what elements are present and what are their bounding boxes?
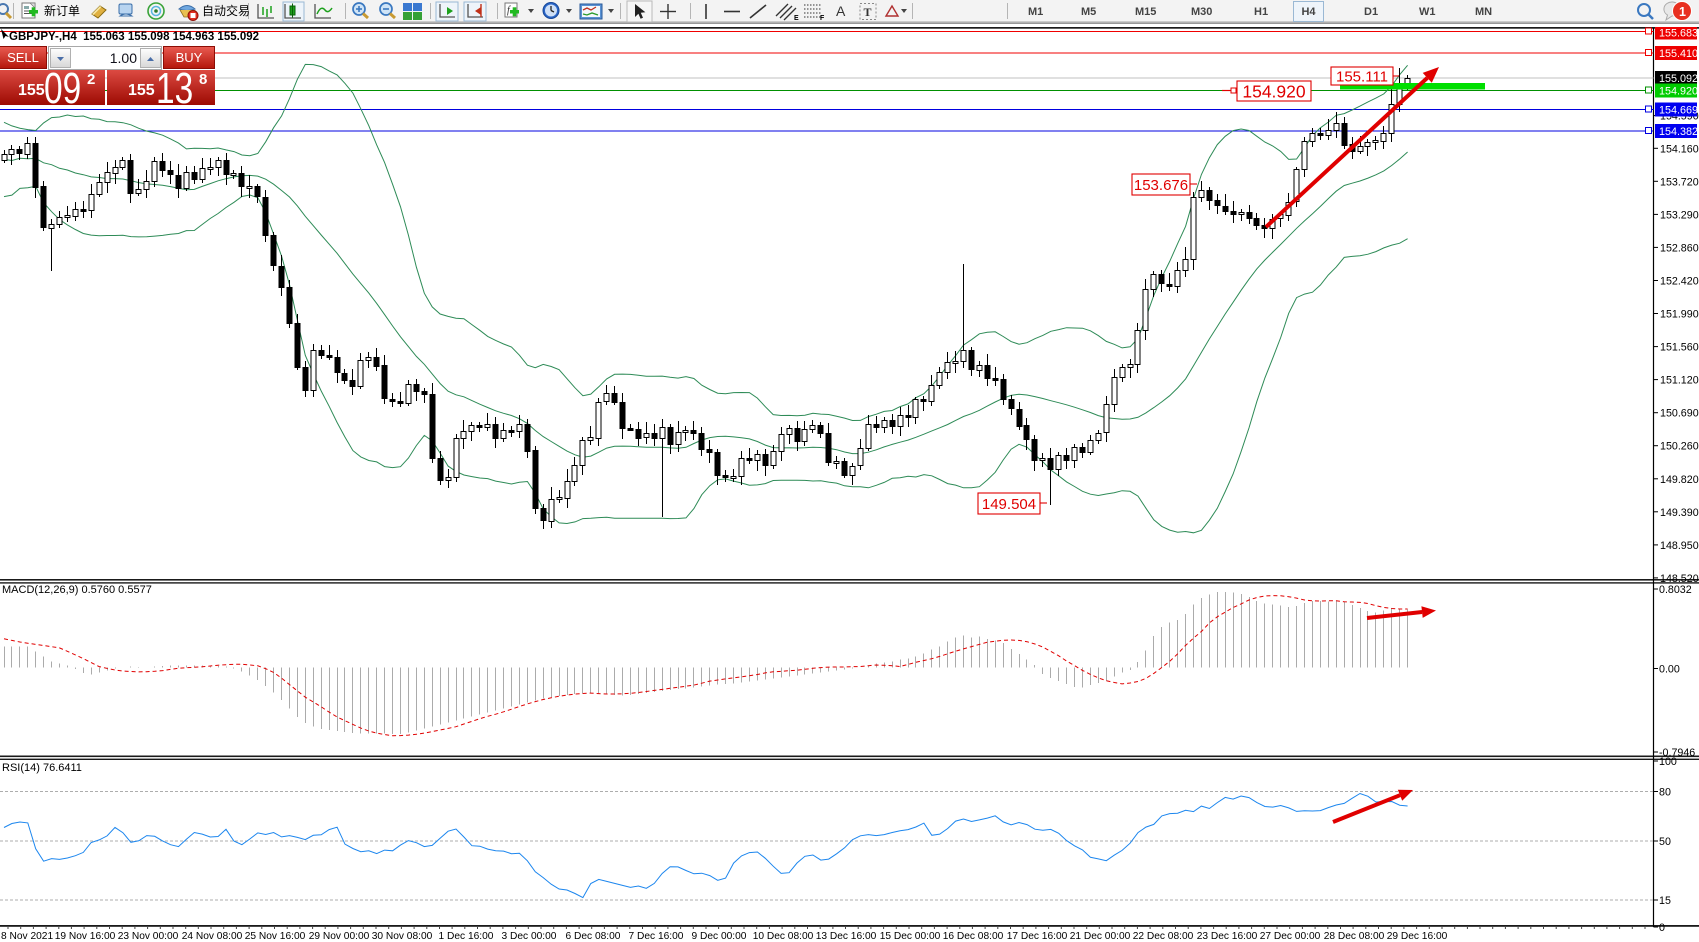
svg-text:13 Dec 16:00: 13 Dec 16:00 — [816, 931, 877, 942]
svg-text:30 Nov 08:00: 30 Nov 08:00 — [372, 931, 433, 942]
svg-text:7 Dec 16:00: 7 Dec 16:00 — [629, 931, 684, 942]
svg-text:新订单: 新订单 — [44, 3, 80, 18]
svg-text:149.390: 149.390 — [1660, 507, 1699, 519]
svg-text:28 Dec 08:00: 28 Dec 08:00 — [1324, 931, 1385, 942]
svg-text:F: F — [820, 15, 825, 22]
svg-text:151.990: 151.990 — [1660, 309, 1699, 321]
svg-text:153.676: 153.676 — [1134, 177, 1188, 194]
svg-text:8 Nov 2021: 8 Nov 2021 — [1, 931, 53, 942]
svg-text:152.420: 152.420 — [1660, 276, 1699, 288]
svg-text:21 Dec 00:00: 21 Dec 00:00 — [1070, 931, 1131, 942]
svg-text:154.920: 154.920 — [1659, 86, 1698, 98]
svg-text:154.920: 154.920 — [1242, 81, 1306, 101]
svg-text:3 Dec 00:00: 3 Dec 00:00 — [502, 931, 557, 942]
svg-text:153.720: 153.720 — [1660, 176, 1699, 188]
svg-text:151.560: 151.560 — [1660, 342, 1699, 354]
svg-text:A: A — [836, 3, 846, 19]
svg-text:自动交易: 自动交易 — [202, 3, 250, 18]
svg-text:154.669: 154.669 — [1659, 105, 1698, 117]
svg-text:6 Dec 08:00: 6 Dec 08:00 — [566, 931, 621, 942]
svg-text:15 Dec 00:00: 15 Dec 00:00 — [880, 931, 941, 942]
svg-text:23 Dec 16:00: 23 Dec 16:00 — [1197, 931, 1258, 942]
svg-text:24 Nov 08:00: 24 Nov 08:00 — [182, 931, 243, 942]
svg-text:50: 50 — [1659, 836, 1671, 848]
svg-text:17 Dec 16:00: 17 Dec 16:00 — [1007, 931, 1068, 942]
svg-text:150.690: 150.690 — [1660, 408, 1699, 420]
svg-text:16 Dec 08:00: 16 Dec 08:00 — [943, 931, 1004, 942]
svg-text:1: 1 — [1679, 5, 1686, 19]
svg-text:19 Nov 16:00: 19 Nov 16:00 — [55, 931, 116, 942]
svg-text:148.950: 148.950 — [1660, 540, 1699, 552]
svg-text:100: 100 — [1659, 756, 1677, 768]
svg-text:154.160: 154.160 — [1660, 143, 1699, 155]
svg-text:1 Dec 16:00: 1 Dec 16:00 — [439, 931, 494, 942]
svg-text:148.520: 148.520 — [1660, 573, 1699, 585]
svg-text:0.00: 0.00 — [1659, 664, 1680, 676]
svg-text:151.120: 151.120 — [1660, 375, 1699, 387]
svg-text:153.290: 153.290 — [1660, 209, 1699, 221]
svg-text:152.860: 152.860 — [1660, 242, 1699, 254]
svg-text:29 Nov 00:00: 29 Nov 00:00 — [309, 931, 370, 942]
svg-text:154.382: 154.382 — [1659, 126, 1698, 138]
svg-text:f: f — [507, 5, 511, 16]
svg-text:29 Dec 16:00: 29 Dec 16:00 — [1387, 931, 1448, 942]
svg-text:9 Dec 00:00: 9 Dec 00:00 — [692, 931, 747, 942]
svg-text:155.410: 155.410 — [1659, 48, 1698, 60]
svg-text:15: 15 — [1659, 895, 1671, 907]
svg-text:0: 0 — [1659, 922, 1665, 934]
svg-text:E: E — [794, 15, 799, 22]
svg-text:27 Dec 00:00: 27 Dec 00:00 — [1260, 931, 1321, 942]
svg-text:25 Nov 16:00: 25 Nov 16:00 — [245, 931, 306, 942]
svg-text:155.111: 155.111 — [1336, 68, 1388, 85]
svg-text:-0.7946: -0.7946 — [1659, 747, 1695, 759]
svg-text:GBPJPY-,H4 155.063 155.098 15: GBPJPY-,H4 155.063 155.098 154.963 155.0… — [9, 31, 259, 43]
svg-text:80: 80 — [1659, 787, 1671, 799]
svg-text:10 Dec 08:00: 10 Dec 08:00 — [753, 931, 814, 942]
svg-text:149.504: 149.504 — [982, 496, 1036, 513]
svg-text:0.8032: 0.8032 — [1659, 584, 1692, 596]
svg-text:155.683: 155.683 — [1659, 28, 1698, 40]
svg-text:150.260: 150.260 — [1660, 441, 1699, 453]
svg-text:23 Nov 00:00: 23 Nov 00:00 — [118, 931, 179, 942]
svg-text:149.820: 149.820 — [1660, 474, 1699, 486]
svg-text:RSI(14) 76.6411: RSI(14) 76.6411 — [2, 762, 82, 774]
svg-text:MACD(12,26,9) 0.5760 0.5577: MACD(12,26,9) 0.5760 0.5577 — [2, 584, 152, 596]
svg-text:22 Dec 08:00: 22 Dec 08:00 — [1133, 931, 1194, 942]
svg-text:T: T — [864, 5, 872, 19]
svg-text:155.092: 155.092 — [1659, 73, 1698, 85]
